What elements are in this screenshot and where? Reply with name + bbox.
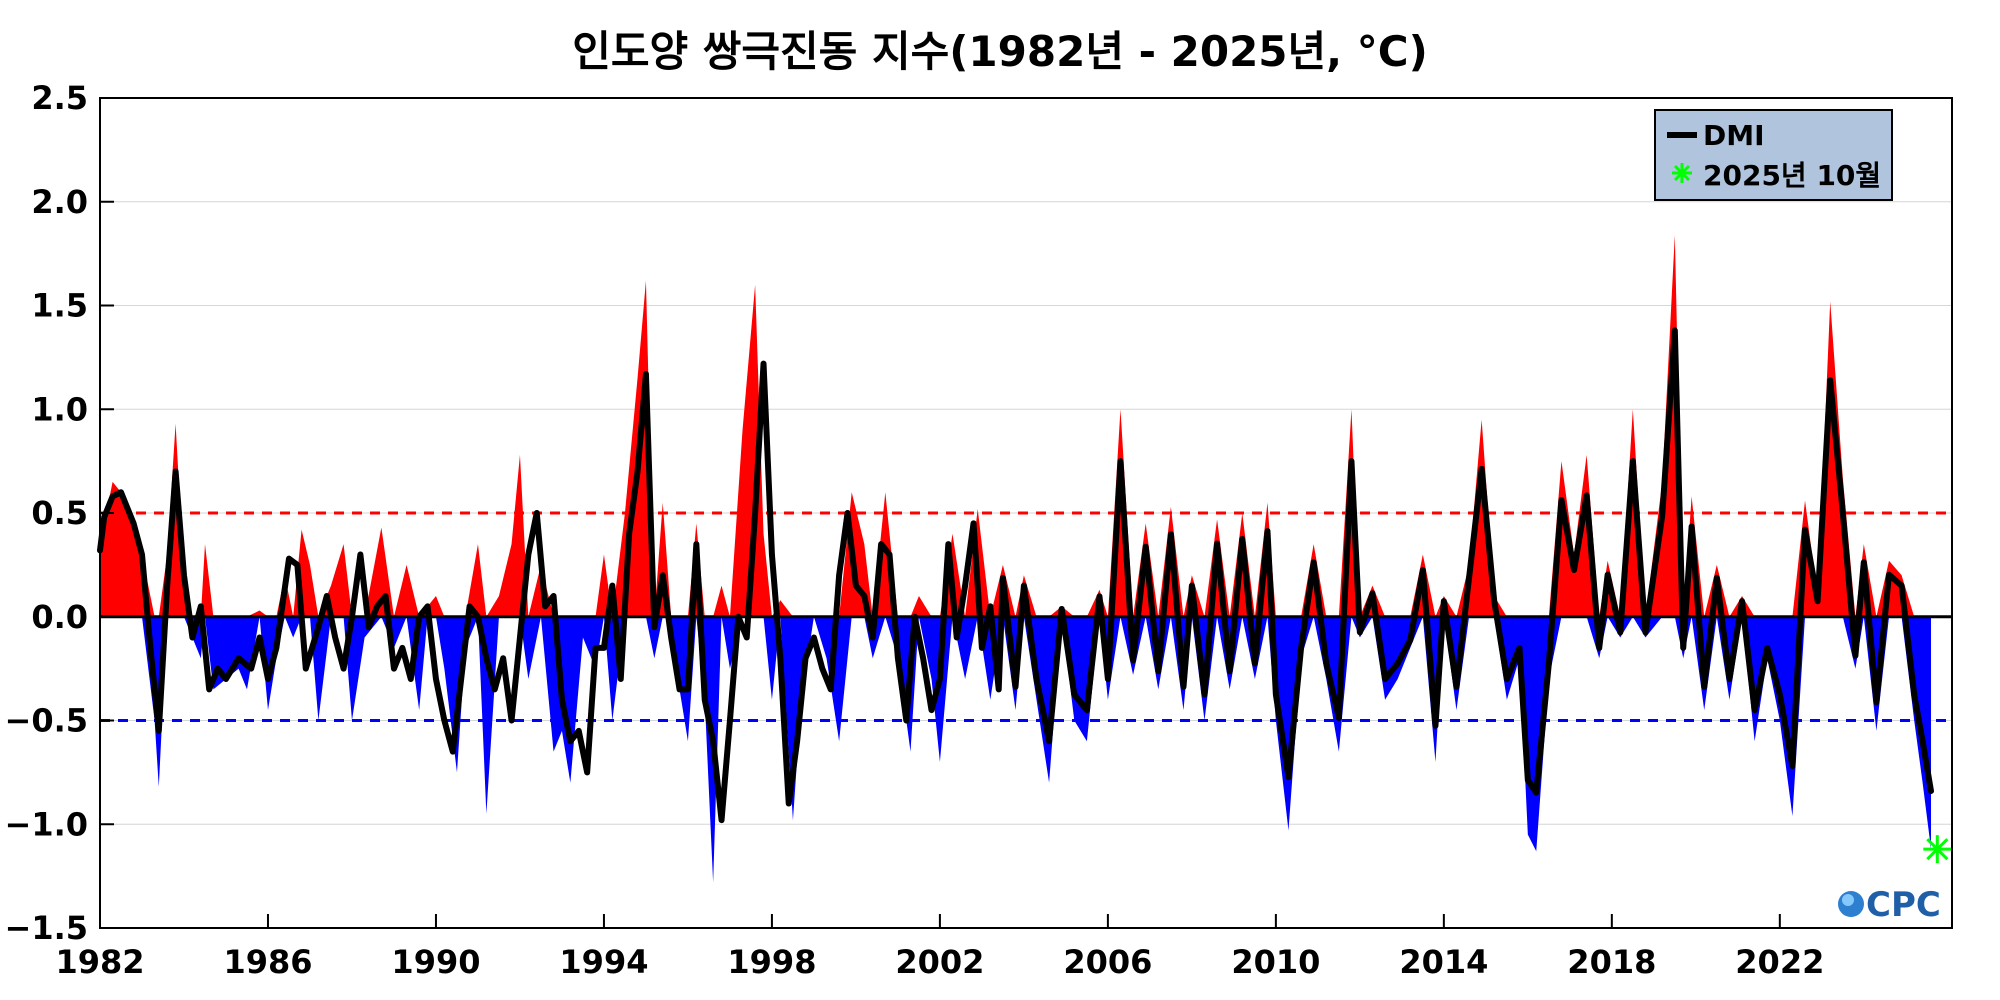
x-tick-label-3: 1994 bbox=[559, 943, 648, 981]
dmi-line bbox=[97, 327, 1934, 824]
y-tick-label-4: 0.5 bbox=[31, 494, 88, 532]
legend-dmi-label: DMI bbox=[1703, 119, 1765, 152]
x-tick-label-1: 1986 bbox=[223, 943, 312, 981]
threshold-lines bbox=[100, 511, 1952, 722]
x-tick-label-7: 2010 bbox=[1231, 943, 1320, 981]
y-axis: −1.5 −1.0 −0.5 0.0 0.5 1.0 1.5 2.0 2.5 bbox=[5, 79, 114, 947]
latest-marker-layer bbox=[1923, 835, 1952, 864]
x-tick-label-6: 2006 bbox=[1063, 943, 1152, 981]
chart-title: 인도양 쌍극진동 지수(1982년 - 2025년, °C) bbox=[572, 27, 1428, 76]
legend: DMI 2025년 10월 bbox=[1654, 109, 1893, 201]
x-tick-label-5: 2002 bbox=[895, 943, 984, 981]
y-tick-label-3: 0.0 bbox=[31, 598, 88, 636]
x-tick-label-10: 2022 bbox=[1735, 943, 1824, 981]
latest-point-marker bbox=[1923, 835, 1952, 864]
legend-latest-label: 2025년 10월 bbox=[1703, 159, 1881, 192]
x-tick-label-9: 2018 bbox=[1567, 943, 1656, 981]
dmi-line-layer bbox=[97, 327, 1952, 824]
legend-box bbox=[1654, 109, 1893, 201]
cpc-logo: CPC bbox=[1838, 885, 1941, 925]
logo-text: CPC bbox=[1866, 885, 1941, 925]
y-tick-label-2: −0.5 bbox=[5, 702, 89, 740]
x-tick-label-4: 1998 bbox=[727, 943, 816, 981]
logo-globe-highlight-icon bbox=[1842, 894, 1854, 906]
x-tick-label-8: 2014 bbox=[1399, 943, 1488, 981]
x-tick-label-2: 1990 bbox=[391, 943, 480, 981]
x-axis: 1982 1986 1990 1994 1998 2002 2006 2010 2014 2018… bbox=[55, 914, 1824, 981]
x-tick-label-0: 1982 bbox=[55, 943, 144, 981]
y-tick-label-0: −1.5 bbox=[5, 909, 89, 947]
y-tick-label-1: −1.0 bbox=[5, 805, 89, 843]
y-tick-label-8: 2.5 bbox=[31, 79, 88, 117]
legend-asterisk-swatch bbox=[1672, 163, 1692, 183]
y-tick-label-6: 1.5 bbox=[31, 287, 88, 325]
y-tick-label-7: 2.0 bbox=[31, 183, 88, 221]
y-tick-label-5: 1.0 bbox=[31, 390, 88, 428]
